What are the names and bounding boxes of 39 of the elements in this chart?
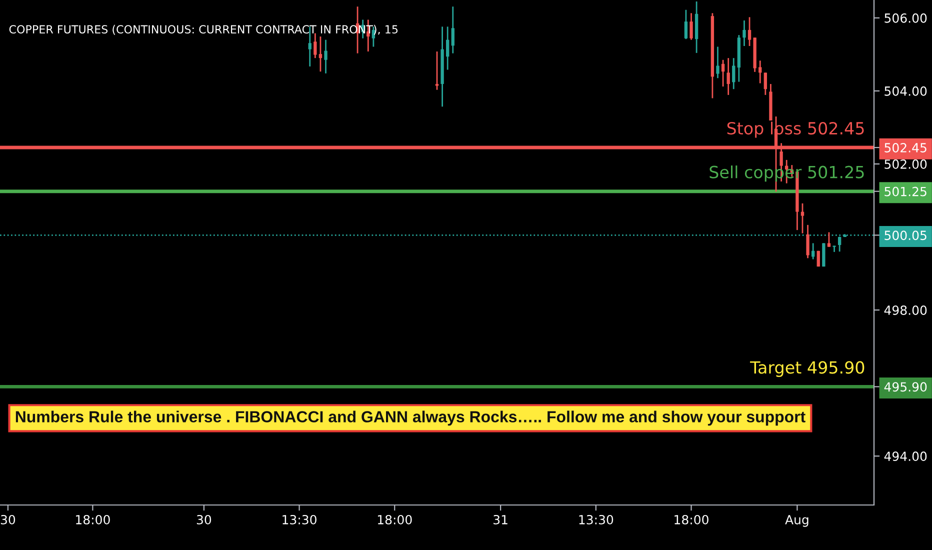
candlestick: [314, 32, 317, 59]
y-tick-label: 502.00: [884, 159, 927, 169]
candlestick: [764, 72, 767, 96]
x-tick-label: 13:30: [579, 514, 614, 524]
y-tick-label: 506.00: [884, 13, 927, 23]
candlestick: [732, 57, 736, 90]
y-tick-label: 500.05: [884, 230, 926, 240]
x-tick-label: 18:00: [76, 514, 110, 524]
candlestick: [318, 36, 322, 72]
candlestick: [827, 232, 831, 248]
x-tick-label: 18:00: [378, 514, 412, 524]
candlestick: [435, 50, 439, 91]
annotation: Target 495.90: [750, 361, 864, 377]
candlestick: [716, 46, 720, 79]
x-tick-label: 30: [0, 514, 16, 524]
x-tick-label: 30: [196, 514, 212, 524]
y-tick-label: 502.45: [884, 142, 926, 152]
annotation: Numbers Rule the universe . FIBONACCI and GANN always Rocks….. Follow me and show your support: [16, 410, 806, 426]
x-tick-label: 18:00: [674, 514, 708, 524]
candlestick: [748, 16, 752, 47]
y-tick-label: 498.00: [884, 305, 927, 315]
candlestick: [806, 224, 810, 259]
y-tick-label: 494.00: [884, 452, 927, 461]
candlestick: [758, 60, 762, 84]
candlestick: [742, 20, 746, 47]
y-tick-label: 504.00: [884, 86, 927, 96]
candlestick: [726, 57, 730, 96]
x-tick-label: Aug: [785, 515, 808, 527]
candlestick: [324, 39, 328, 74]
candlestick: [690, 12, 693, 40]
candlestick: [684, 9, 688, 40]
x-tick-label: 31: [494, 514, 508, 524]
candlestick: [721, 59, 725, 88]
x-tick-label: 13:30: [282, 514, 316, 524]
candlestick: [446, 26, 450, 70]
candlestick: [800, 202, 804, 234]
candlestick: [451, 6, 454, 54]
y-tick-label: 495.90: [884, 382, 927, 392]
y-tick-label: 501.25: [884, 186, 926, 196]
